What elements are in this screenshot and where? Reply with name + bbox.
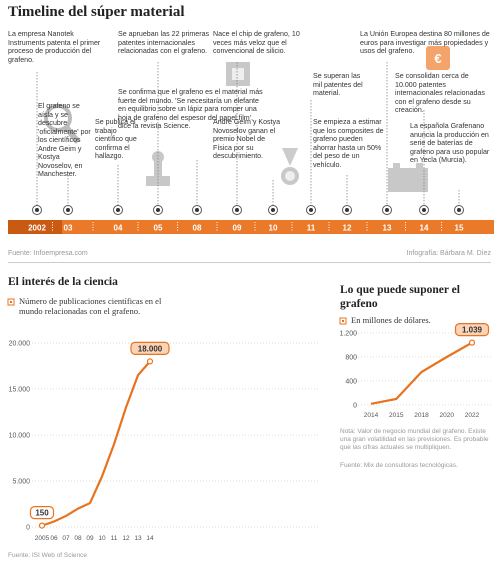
y-tick-label: 15.000 bbox=[9, 387, 31, 394]
battery-icon bbox=[388, 163, 428, 192]
year-label: 2002 bbox=[28, 224, 46, 233]
divider bbox=[8, 262, 491, 263]
value-label-box bbox=[29, 506, 55, 520]
y-tick-label: 10.000 bbox=[9, 433, 31, 440]
event-text: Se aprueban las 22 primeras patentes int… bbox=[118, 30, 210, 55]
chart-source: Fuente: ISI Web of Science bbox=[8, 552, 88, 559]
event-text: La Unión Europea destina 80 millones de … bbox=[360, 30, 490, 55]
data-line bbox=[370, 341, 473, 405]
value-label-box bbox=[130, 341, 170, 355]
year-label: 13 bbox=[383, 224, 392, 233]
event-text: La española Grafenano anuncia la producc… bbox=[410, 122, 490, 164]
coin-icon: € bbox=[426, 46, 450, 70]
title: Timeline del súper material bbox=[8, 4, 185, 20]
year-label: 10 bbox=[269, 224, 278, 233]
x-tick-label: 2005 bbox=[35, 535, 50, 542]
year-label: 11 bbox=[307, 224, 316, 233]
year-label: 15 bbox=[455, 224, 464, 233]
value-label: 18.000 bbox=[138, 344, 163, 353]
svg-text:€: € bbox=[434, 51, 441, 66]
credit: Infografía: Bárbara M. Díez bbox=[406, 250, 491, 257]
legend-dot bbox=[10, 301, 12, 303]
chart-title: Lo que puede suponer el grafeno bbox=[340, 284, 460, 310]
value-label: 1.039 bbox=[462, 326, 483, 335]
x-tick-label: 2015 bbox=[389, 412, 404, 419]
x-tick-label: 12 bbox=[122, 535, 130, 542]
year-label: 04 bbox=[114, 224, 123, 233]
pin-dot bbox=[235, 208, 239, 212]
x-tick-label: 2022 bbox=[465, 412, 480, 419]
chart-note: Nota: Valor de negocio mundial del grafe… bbox=[340, 428, 489, 451]
pin-dot bbox=[66, 208, 70, 212]
event-text: Se consolidan cerca de 10.000 patentes i… bbox=[395, 72, 485, 114]
event-text: Se publica el trabajo científico que con… bbox=[95, 118, 137, 160]
pin-dot bbox=[345, 208, 349, 212]
x-tick-label: 13 bbox=[134, 535, 142, 542]
chart-source: Fuente: Mix de consultoras tecnológicas. bbox=[340, 462, 458, 469]
point bbox=[38, 522, 46, 529]
year-label: 08 bbox=[193, 224, 202, 233]
legend-dot bbox=[342, 320, 344, 322]
x-tick-label: 11 bbox=[111, 535, 118, 542]
event-text: La empresa Nanotek Instruments patenta e… bbox=[8, 30, 101, 64]
x-tick-label: 10 bbox=[98, 535, 106, 542]
pin-dot bbox=[156, 208, 160, 212]
year-label: 09 bbox=[233, 224, 242, 233]
data-line bbox=[41, 360, 151, 527]
pin-dot bbox=[457, 208, 461, 212]
x-tick-label: 2014 bbox=[364, 412, 379, 419]
year-label: 05 bbox=[154, 224, 163, 233]
x-tick-label: 08 bbox=[74, 535, 82, 542]
event-text: Se empieza a estimar que los composites … bbox=[313, 118, 384, 169]
timeline: 2002 03 04 05 08 09 10 11 12 13 14 15 bbox=[8, 62, 494, 234]
x-tick-label: 14 bbox=[146, 535, 154, 542]
legend-label: Número de publicaciones científicas en e… bbox=[19, 296, 162, 316]
pin-dot bbox=[116, 208, 120, 212]
pin-dot bbox=[35, 208, 39, 212]
medal-icon bbox=[281, 148, 299, 185]
x-tick-label: 2018 bbox=[414, 412, 429, 419]
year-label: 14 bbox=[420, 224, 429, 233]
x-tick-label: 07 bbox=[62, 535, 70, 542]
timeline-start bbox=[8, 220, 62, 234]
timeline-bar bbox=[8, 220, 494, 234]
pin-dot bbox=[271, 208, 275, 212]
year-label: 03 bbox=[64, 224, 73, 233]
pin-dot bbox=[422, 208, 426, 212]
y-tick-label: 5.000 bbox=[12, 479, 30, 486]
value-label-box bbox=[454, 323, 490, 337]
chart-title: El interés de la ciencia bbox=[8, 276, 118, 288]
year-label: 12 bbox=[343, 224, 352, 233]
event-text: Andre Geim y Kostya Novoselov ganan el p… bbox=[213, 118, 281, 160]
y-tick-label: 1.200 bbox=[339, 331, 357, 338]
x-tick-label: 2020 bbox=[440, 412, 455, 419]
y-tick-label: 800 bbox=[345, 355, 357, 362]
event-text: Se superan las mil patentes del material… bbox=[313, 72, 363, 97]
pin-dot bbox=[309, 208, 313, 212]
event-text: El grafeno se aísla y se descubre 'ofici… bbox=[38, 102, 91, 178]
x-tick-label: 09 bbox=[86, 535, 94, 542]
event-text: Nace el chip de grafeno, 10 veces más ve… bbox=[213, 30, 300, 55]
x-tick-label: 06 bbox=[50, 535, 58, 542]
chip-icon bbox=[226, 62, 250, 86]
y-tick-label: 400 bbox=[345, 379, 357, 386]
y-tick-label: 20.000 bbox=[9, 341, 31, 348]
legend-label: En millones de dólares. bbox=[351, 315, 431, 325]
pin-dot bbox=[195, 208, 199, 212]
pin-dot bbox=[385, 208, 389, 212]
magnifier-icon bbox=[44, 104, 81, 144]
point bbox=[146, 358, 154, 365]
event-text: Se confirma que el grafeno es el materia… bbox=[118, 88, 263, 130]
timeline-source: Fuente: Infoempresa.com bbox=[8, 250, 88, 257]
value-label: 150 bbox=[35, 509, 49, 518]
y-tick-label: 0 bbox=[353, 403, 357, 410]
point bbox=[468, 339, 476, 346]
y-tick-label: 0 bbox=[26, 525, 30, 532]
